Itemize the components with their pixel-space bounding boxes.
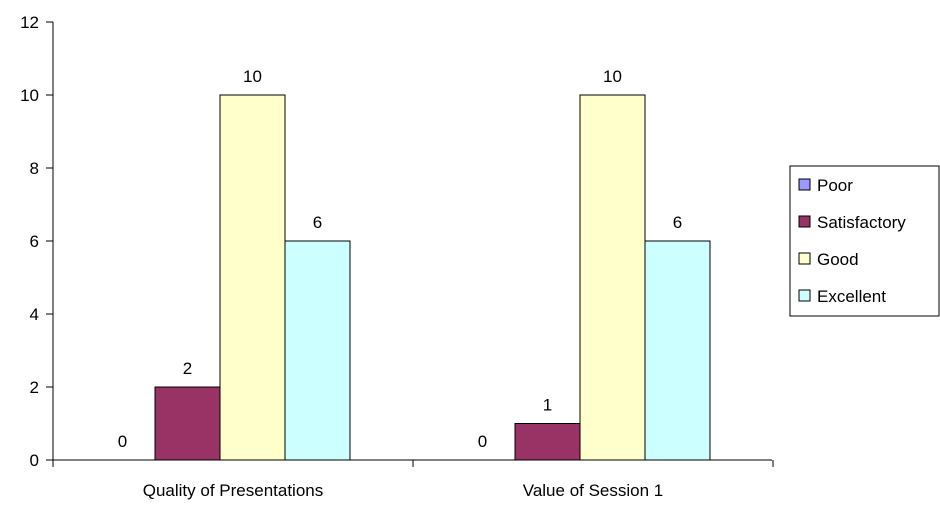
- bar-satisfactory-value-of-session-1: [514, 423, 581, 461]
- y-tick-label: 6: [30, 232, 39, 251]
- legend-label-good: Good: [817, 250, 859, 269]
- legend-swatch-good: [798, 252, 811, 265]
- data-label: 6: [673, 213, 682, 232]
- data-label: 0: [118, 432, 127, 451]
- bar-excellent-value-of-session-1: [644, 240, 711, 461]
- bar-good-quality-of-presentations: [219, 94, 286, 461]
- y-tick-label: 10: [20, 86, 39, 105]
- legend-swatch-satisfactory: [798, 215, 811, 228]
- data-label: 1: [543, 396, 552, 415]
- data-label: 6: [313, 213, 322, 232]
- legend-label-excellent: Excellent: [817, 287, 886, 306]
- y-tick-label: 0: [30, 451, 39, 470]
- bar-satisfactory-quality-of-presentations: [154, 386, 221, 461]
- legend-swatch-excellent: [798, 289, 811, 302]
- legend-label-satisfactory: Satisfactory: [817, 213, 906, 232]
- x-category-label: Quality of Presentations: [143, 481, 323, 500]
- legend: Poor Satisfactory Good Excellent: [789, 165, 940, 317]
- data-label: 2: [183, 359, 192, 378]
- data-label: 0: [478, 432, 487, 451]
- bar-excellent-quality-of-presentations: [284, 240, 351, 461]
- y-tick-label: 4: [30, 305, 39, 324]
- x-category-label: Value of Session 1: [523, 481, 664, 500]
- data-label: 10: [243, 67, 262, 86]
- data-label: 10: [603, 67, 622, 86]
- y-tick-label: 8: [30, 159, 39, 178]
- legend-label-poor: Poor: [817, 176, 853, 195]
- bar-good-value-of-session-1: [579, 94, 646, 461]
- bars: [154, 94, 711, 461]
- y-tick-label: 12: [20, 13, 39, 32]
- y-tick-label: 2: [30, 378, 39, 397]
- legend-swatch-poor: [798, 178, 811, 191]
- data-labels: 0 2 10 6 0 1 10 6: [118, 67, 682, 451]
- legend-box: [789, 165, 940, 317]
